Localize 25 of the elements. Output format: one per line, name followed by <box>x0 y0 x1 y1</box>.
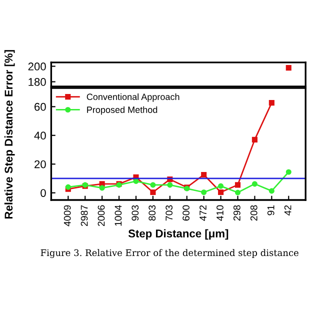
caption: Figure 3. Relative Error of the determined step distance <box>40 249 298 258</box>
x-tick-label: 4009 <box>64 205 71 226</box>
x-tick-label: 42 <box>284 205 292 216</box>
y-tick-label: 40 <box>34 132 46 140</box>
x-tick-label: 600 <box>182 205 190 221</box>
x-tick-label: 903 <box>132 205 139 221</box>
y-tick-label: 60 <box>34 102 46 111</box>
y-axis-title: Relative Step Distance Error [%] <box>4 50 15 219</box>
legend-label: Conventional Approach <box>86 93 180 102</box>
x-tick-label: 410 <box>216 205 224 221</box>
y-tick-label: 200 <box>28 62 46 70</box>
x-tick-label: 1004 <box>114 205 122 226</box>
x-tick-label: 2006 <box>98 205 105 226</box>
x-tick-label: 472 <box>200 205 206 221</box>
x-tick-label: 208 <box>250 205 258 221</box>
legend-label: Proposed Method <box>87 106 158 115</box>
x-tick-label: 803 <box>148 205 156 221</box>
x-axis-title: Step Distance [μm] <box>128 229 228 240</box>
y-tick-label: 0 <box>40 189 46 197</box>
x-tick-label: 703 <box>166 205 173 221</box>
x-tick-label: 91 <box>267 205 274 216</box>
y-tick-label: 180 <box>28 78 46 86</box>
x-tick-label: 2987 <box>80 205 88 226</box>
x-tick-label: 298 <box>233 205 240 221</box>
y-tick-label: 20 <box>34 160 46 168</box>
